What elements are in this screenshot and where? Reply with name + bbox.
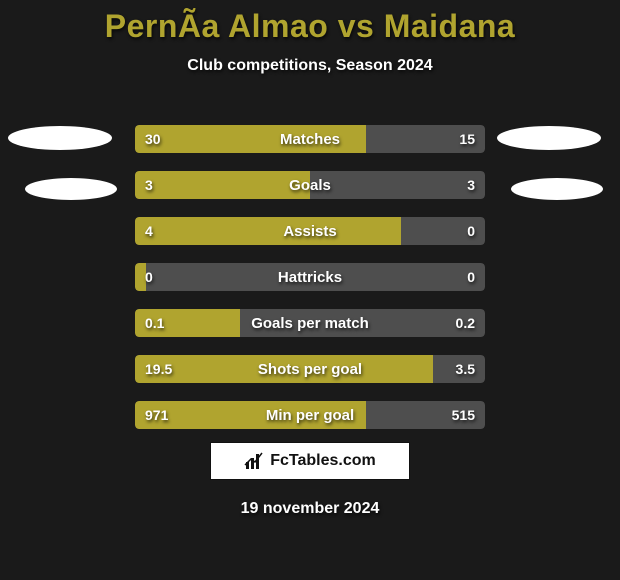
stat-right-value: 3 — [467, 171, 475, 199]
stat-left-value: 0 — [145, 263, 153, 291]
stat-left-value: 0.1 — [145, 309, 164, 337]
decorative-ellipse — [8, 126, 112, 150]
stats-rows: 3015Matches33Goals40Assists00Hattricks0.… — [135, 125, 485, 447]
page-root: PernÃ­a Almao vs Maidana Club competitio… — [0, 0, 620, 580]
stat-row: 0.10.2Goals per match — [135, 309, 485, 337]
stat-row: 19.53.5Shots per goal — [135, 355, 485, 383]
stat-row: 971515Min per goal — [135, 401, 485, 429]
stat-right-value: 3.5 — [456, 355, 475, 383]
stat-right-value: 15 — [459, 125, 475, 153]
stat-row: 00Hattricks — [135, 263, 485, 291]
decorative-ellipse — [511, 178, 603, 200]
stat-row-bg — [135, 263, 485, 291]
stat-right-value: 0 — [467, 217, 475, 245]
stat-row-fill — [135, 263, 146, 291]
stat-row-fill — [135, 217, 401, 245]
decorative-ellipse — [25, 178, 117, 200]
source-badge-text: FcTables.com — [270, 452, 376, 470]
page-title: PernÃ­a Almao vs Maidana — [0, 0, 620, 45]
stat-row-fill — [135, 171, 310, 199]
chart-icon — [244, 451, 264, 471]
date-text: 19 november 2024 — [0, 500, 620, 518]
stat-row-fill — [135, 125, 366, 153]
stat-right-value: 515 — [452, 401, 475, 429]
stat-left-value: 19.5 — [145, 355, 172, 383]
stat-left-value: 3 — [145, 171, 153, 199]
stat-left-value: 971 — [145, 401, 168, 429]
source-badge: FcTables.com — [210, 442, 410, 480]
stat-row: 3015Matches — [135, 125, 485, 153]
page-subtitle: Club competitions, Season 2024 — [0, 57, 620, 75]
stat-left-value: 4 — [145, 217, 153, 245]
stat-row: 33Goals — [135, 171, 485, 199]
stat-right-value: 0 — [467, 263, 475, 291]
stat-left-value: 30 — [145, 125, 161, 153]
decorative-ellipse — [497, 126, 601, 150]
stat-row: 40Assists — [135, 217, 485, 245]
stat-row-fill — [135, 401, 366, 429]
stat-row-fill — [135, 355, 433, 383]
stat-right-value: 0.2 — [456, 309, 475, 337]
